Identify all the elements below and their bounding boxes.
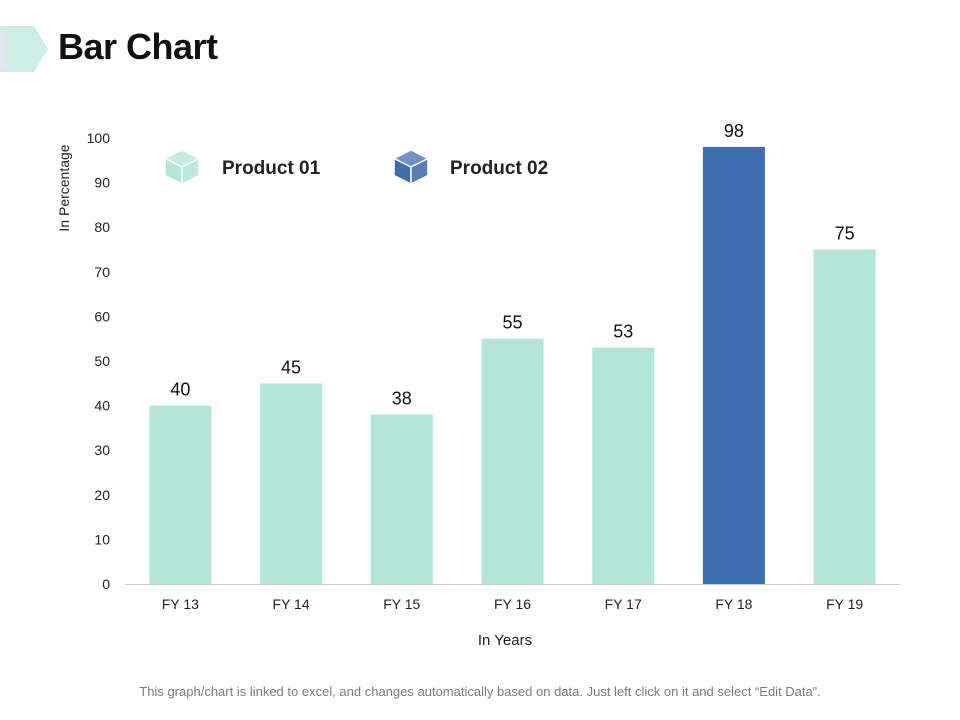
- x-tick-label: FY 17: [605, 596, 642, 612]
- bar-fy-17: [592, 347, 655, 584]
- cube-icon: [164, 149, 200, 185]
- cube-icon: [393, 149, 429, 185]
- bar-value-label: 53: [613, 322, 633, 342]
- y-axis-label: In Percentage: [56, 144, 72, 231]
- bar-value-label: 40: [170, 380, 190, 400]
- y-tick-label: 20: [94, 487, 110, 503]
- title-accent-arrow: [0, 26, 48, 72]
- x-axis-label: In Years: [478, 632, 532, 649]
- legend-label: Product 01: [222, 158, 321, 179]
- y-tick-label: 80: [94, 219, 110, 235]
- legend-label: Product 02: [450, 158, 548, 179]
- bar-value-label: 55: [502, 313, 522, 333]
- y-tick-label: 50: [94, 353, 110, 369]
- x-tick-label: FY 13: [162, 596, 199, 612]
- y-tick-label: 90: [94, 175, 110, 191]
- x-tick-label: FY 16: [494, 596, 531, 612]
- bar-fy-18: [702, 146, 765, 585]
- bar-value-label: 38: [392, 389, 412, 409]
- page-title: Bar Chart: [58, 26, 218, 67]
- x-tick-label: FY 14: [273, 596, 310, 612]
- y-tick-label: 70: [94, 264, 110, 280]
- y-tick-label: 60: [94, 308, 110, 324]
- y-tick-label: 100: [87, 130, 111, 146]
- bar-value-label: 75: [835, 224, 855, 244]
- footer-note: This graph/chart is linked to excel, and…: [139, 684, 821, 699]
- x-tick-label: FY 15: [383, 596, 420, 612]
- x-tick-label: FY 18: [715, 596, 752, 612]
- bar-value-label: 45: [281, 357, 301, 377]
- y-tick-label: 40: [94, 398, 110, 414]
- bar-chart: In Percentage 0 10 20 30 40 50 60 70 80 90 100 40 FY …: [56, 121, 900, 649]
- bar-fy-14: [260, 383, 323, 584]
- bar-fy-19: [813, 249, 876, 584]
- y-tick-label: 30: [94, 442, 110, 458]
- bar-fy-16: [481, 338, 544, 584]
- bar-value-label: 98: [724, 121, 744, 141]
- y-tick-label: 0: [102, 576, 110, 592]
- bar-fy-15: [370, 414, 433, 584]
- y-tick-label: 10: [94, 531, 110, 547]
- bar-fy-13: [149, 405, 212, 584]
- x-tick-label: FY 19: [826, 596, 863, 612]
